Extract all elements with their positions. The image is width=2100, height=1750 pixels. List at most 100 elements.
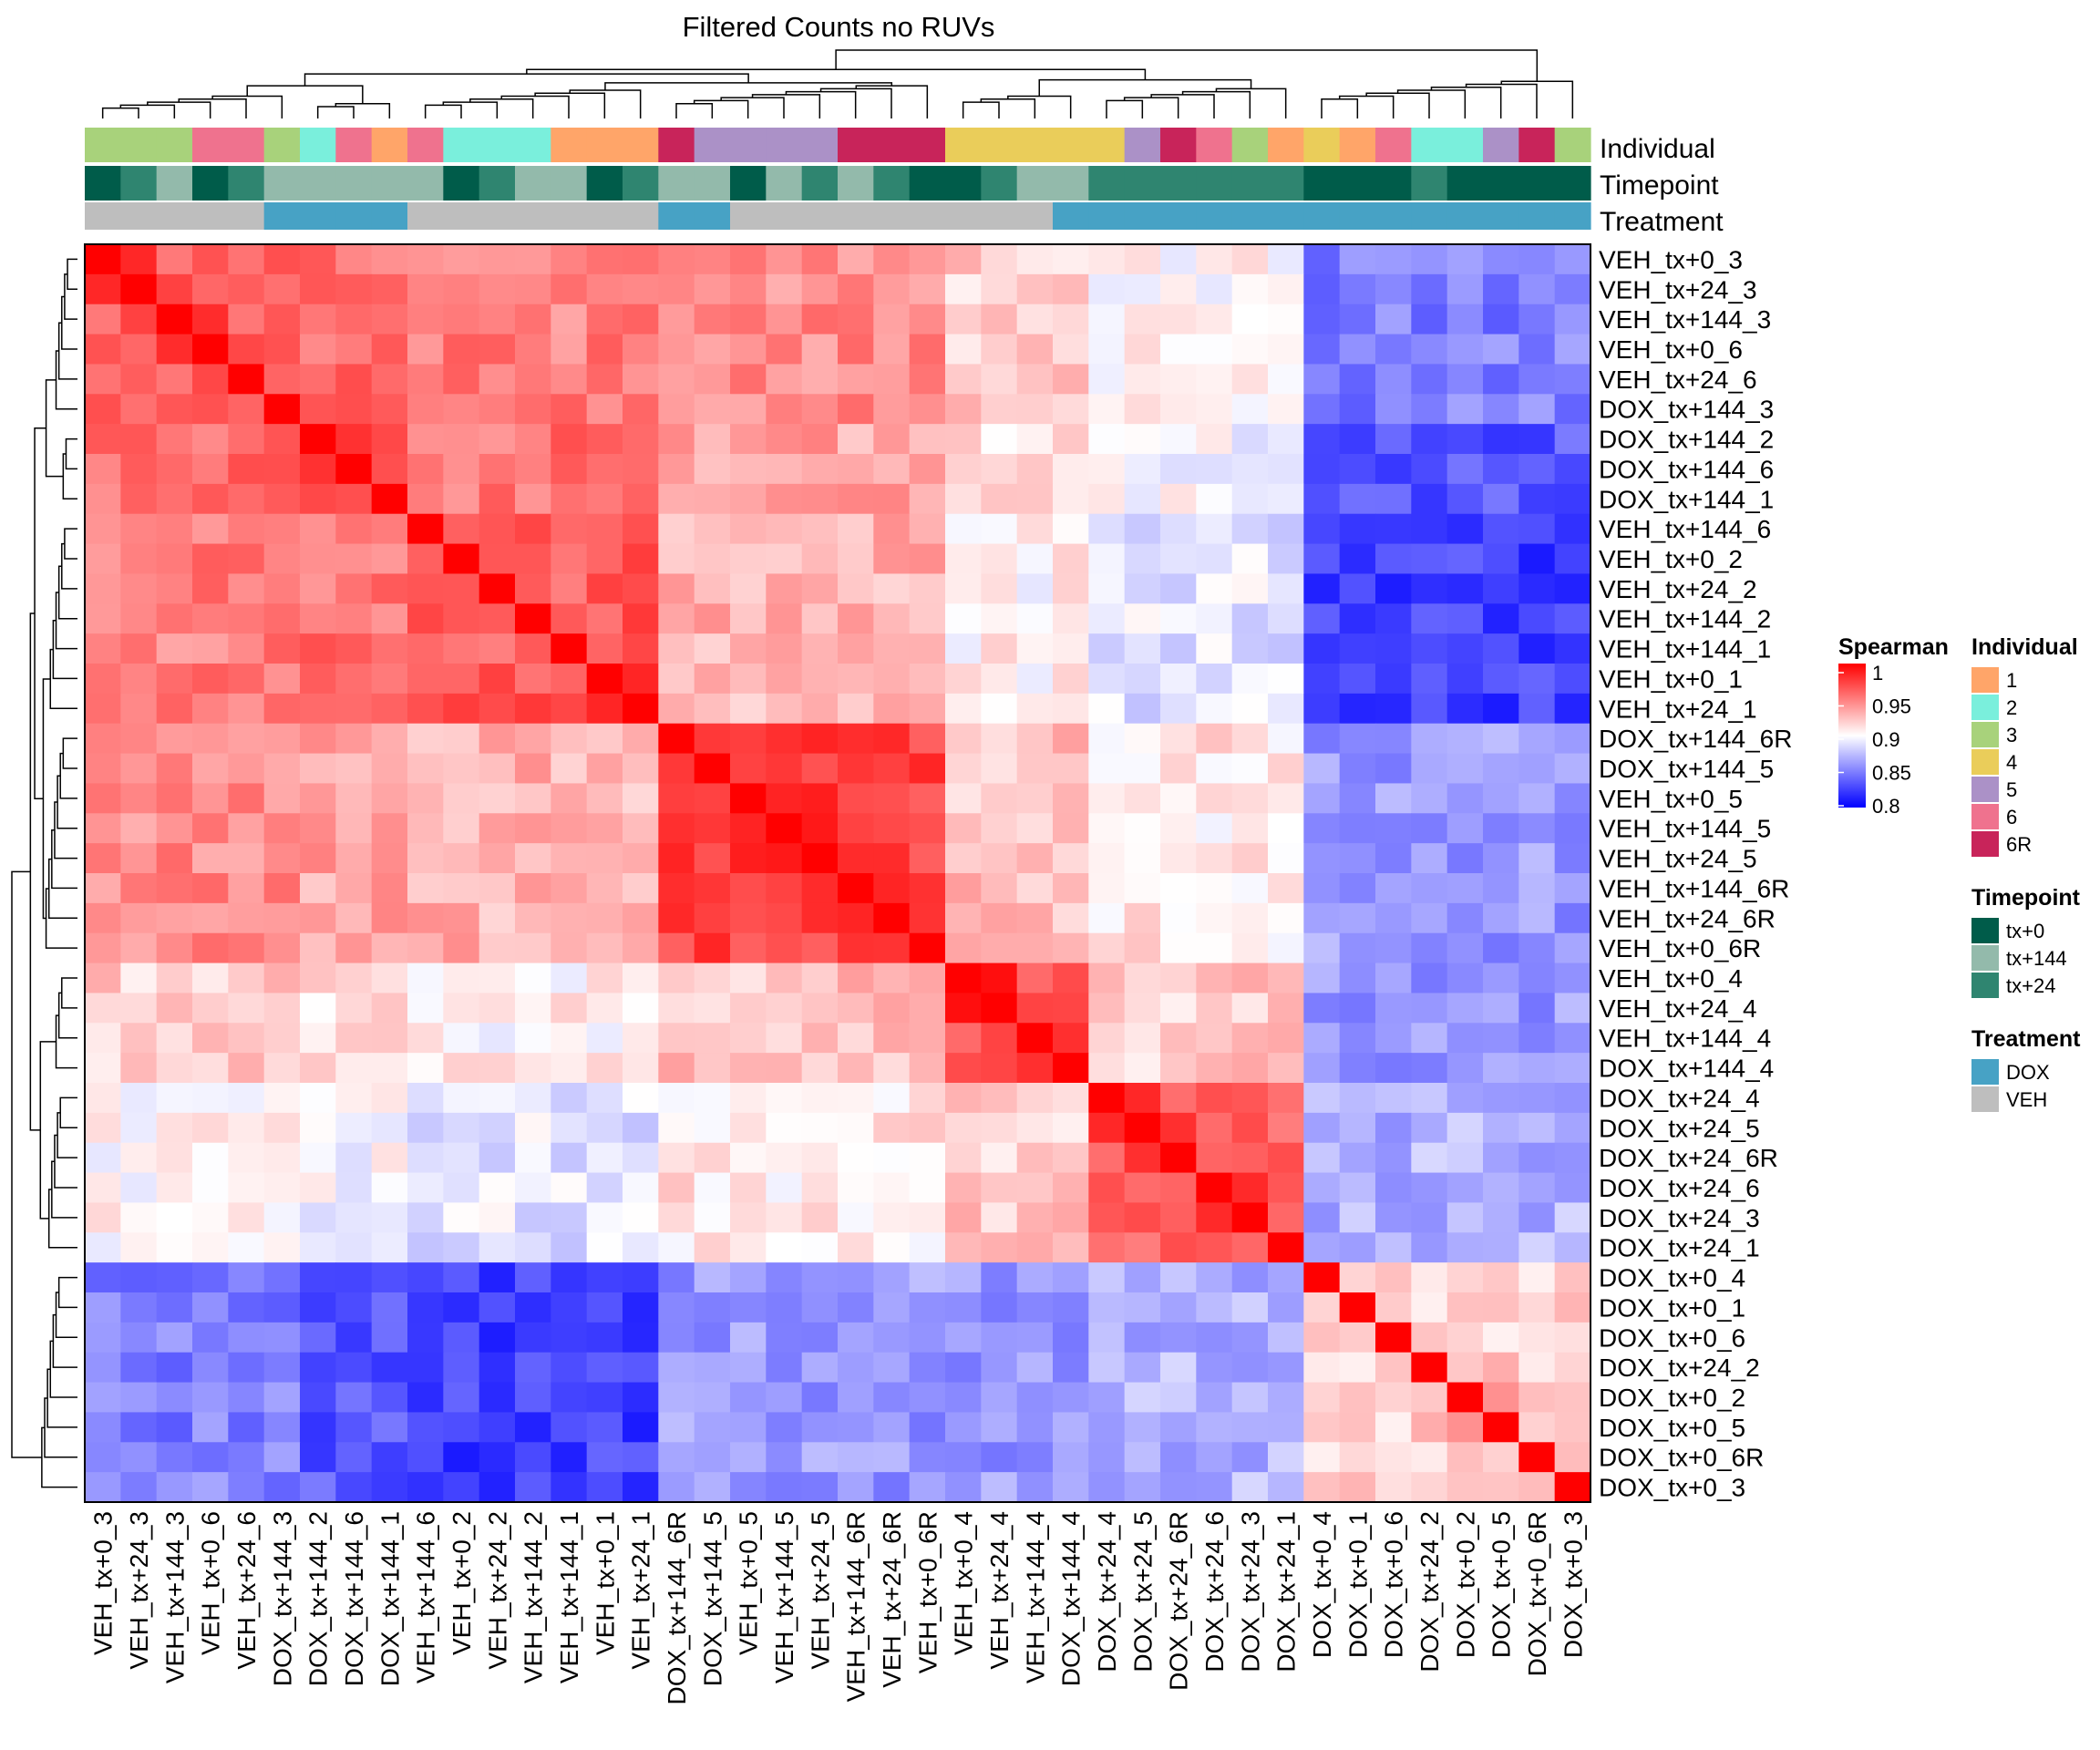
heatmap-cell xyxy=(623,1232,659,1263)
heatmap-cell xyxy=(192,1412,229,1443)
heatmap-cell xyxy=(515,1412,551,1443)
heatmap-cell xyxy=(730,573,767,604)
heatmap-cell xyxy=(766,1083,803,1114)
heatmap-cell xyxy=(1053,1412,1089,1443)
annotation-individual-cell xyxy=(1554,128,1591,162)
heatmap-cell xyxy=(623,304,659,335)
heatmap-cell xyxy=(1483,543,1519,575)
heatmap-cell xyxy=(658,962,695,994)
heatmap-cell xyxy=(1053,1112,1089,1144)
annotation-treatment-cell xyxy=(85,202,121,230)
heatmap-cell xyxy=(515,543,551,575)
heatmap-cell xyxy=(1446,1142,1484,1174)
heatmap-cell xyxy=(1196,1382,1233,1414)
annotation-treatment-cell xyxy=(981,202,1018,230)
heatmap-cell xyxy=(1053,753,1089,785)
heatmap-cell xyxy=(658,783,695,814)
heatmap-cell xyxy=(1160,364,1197,395)
heatmap-cell xyxy=(1124,603,1161,634)
heatmap-cell xyxy=(443,1322,480,1354)
heatmap-cell xyxy=(192,273,229,305)
heatmap-cell xyxy=(981,573,1018,604)
heatmap-cell xyxy=(694,573,731,604)
heatmap-cell xyxy=(192,513,229,545)
heatmap-cell xyxy=(945,1112,982,1144)
heatmap-cell xyxy=(551,633,588,664)
heatmap-cell xyxy=(838,693,874,725)
heatmap-cell xyxy=(1231,1053,1269,1084)
heatmap-cell xyxy=(1053,513,1089,545)
heatmap-cell xyxy=(1268,244,1304,275)
heatmap-cell xyxy=(85,843,121,874)
heatmap-cell xyxy=(981,633,1018,664)
heatmap-cell xyxy=(85,1112,121,1144)
annotation-individual-cell xyxy=(120,128,158,162)
heatmap-cell xyxy=(1124,932,1161,964)
heatmap-cell xyxy=(730,873,767,904)
heatmap-cell xyxy=(1016,723,1054,755)
heatmap-cell xyxy=(1411,1352,1448,1384)
annotation-timepoint-cell xyxy=(192,166,229,201)
heatmap-cell xyxy=(263,902,301,934)
heatmap-cell xyxy=(1411,603,1448,634)
heatmap-cell xyxy=(228,364,265,395)
heatmap-cell xyxy=(658,1382,695,1414)
heatmap-cell xyxy=(335,334,373,365)
heatmap-cell xyxy=(873,1442,911,1473)
heatmap-cell xyxy=(300,483,336,515)
heatmap-cell xyxy=(300,1172,336,1204)
heatmap-cell xyxy=(1088,573,1126,604)
heatmap-cell xyxy=(1016,1232,1054,1263)
heatmap-cell xyxy=(1518,1053,1556,1084)
heatmap-cell xyxy=(1016,1083,1054,1114)
annotation-treatment-cell xyxy=(371,202,408,230)
heatmap-cell xyxy=(801,1382,839,1414)
heatmap-cell xyxy=(551,693,588,725)
row-label: VEH_tx+0_3 xyxy=(1599,245,1743,273)
heatmap-cell xyxy=(694,1442,731,1473)
heatmap-cell xyxy=(335,1172,373,1204)
heatmap-cell xyxy=(1483,573,1519,604)
heatmap-cell xyxy=(228,454,265,485)
heatmap-cell xyxy=(1554,1382,1591,1414)
heatmap-cell xyxy=(1518,843,1556,874)
heatmap-cell xyxy=(586,244,623,275)
heatmap-cell xyxy=(981,1083,1018,1114)
heatmap-cell xyxy=(801,932,839,964)
dendrogram-branch xyxy=(962,101,1000,118)
heatmap-cell xyxy=(1088,932,1126,964)
heatmap-cell xyxy=(658,454,695,485)
heatmap-cell xyxy=(1124,1472,1161,1503)
heatmap-cell xyxy=(1554,932,1591,964)
column-label: DOX_tx+144_4 xyxy=(1057,1511,1086,1686)
annotation-timepoint-cell xyxy=(263,166,301,201)
heatmap-cell xyxy=(838,1202,874,1233)
heatmap-cell xyxy=(1124,483,1161,515)
heatmap-cell xyxy=(1088,1442,1126,1473)
heatmap-cell xyxy=(192,932,229,964)
heatmap-cell xyxy=(1446,843,1484,874)
heatmap-cell xyxy=(1231,1023,1269,1054)
heatmap-cell xyxy=(1554,693,1591,725)
heatmap-cell xyxy=(909,783,946,814)
heatmap-cell xyxy=(1554,843,1591,874)
heatmap-cell xyxy=(1196,573,1233,604)
heatmap-cell xyxy=(766,1202,803,1233)
heatmap-cell xyxy=(658,993,695,1024)
annotation-individual-cell xyxy=(1411,128,1448,162)
heatmap-cell xyxy=(658,843,695,874)
heatmap-cell xyxy=(1053,783,1089,814)
heatmap-cell xyxy=(1339,873,1376,904)
heatmap-cell xyxy=(1303,1292,1341,1323)
heatmap-cell xyxy=(1411,1023,1448,1054)
heatmap-cell xyxy=(1483,783,1519,814)
heatmap-cell xyxy=(263,603,301,634)
heatmap-cell xyxy=(1303,783,1341,814)
heatmap-cell xyxy=(945,1202,982,1233)
heatmap-cell xyxy=(1339,573,1376,604)
heatmap-cell xyxy=(658,1292,695,1323)
heatmap-cell xyxy=(300,513,336,545)
heatmap-cell xyxy=(156,783,193,814)
heatmap-cell xyxy=(1339,813,1376,844)
heatmap-cell xyxy=(228,1112,265,1144)
